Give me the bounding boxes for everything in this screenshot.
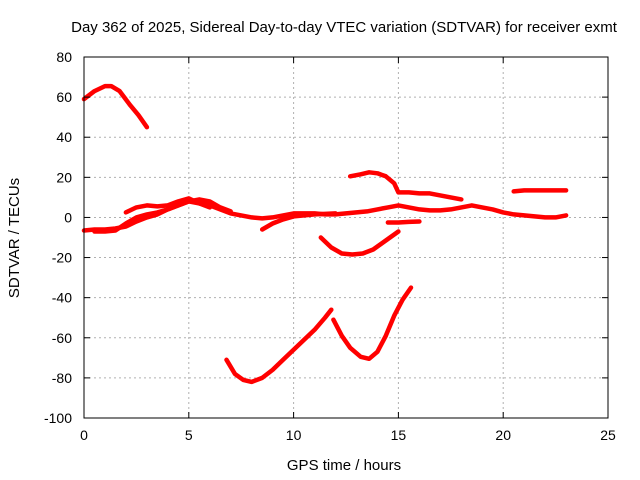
data-series <box>81 83 569 385</box>
x-tick-label: 25 <box>600 427 616 443</box>
y-tick-label: -100 <box>44 410 72 426</box>
series-arc-6 <box>347 170 464 202</box>
y-tick-label: 0 <box>64 209 72 225</box>
series-arc-9 <box>511 188 569 194</box>
y-tick-label: -40 <box>52 290 72 306</box>
y-tick-label: -20 <box>52 250 72 266</box>
series-arc-4 <box>123 196 213 215</box>
y-tick-label: 80 <box>56 49 72 65</box>
x-axis-label: GPS time / hours <box>287 457 401 474</box>
plot-frame <box>83 56 609 419</box>
series-arc-5 <box>259 211 338 232</box>
x-tick-label: 5 <box>185 427 193 443</box>
chart-title: Day 362 of 2025, Sidereal Day-to-day VTE… <box>71 19 618 36</box>
series-arc-1 <box>81 83 150 130</box>
y-tick-label: 20 <box>56 169 72 185</box>
series-arc-7 <box>318 229 401 257</box>
series-arc-8 <box>385 219 422 225</box>
x-tick-label: 20 <box>495 427 511 443</box>
grid-lines <box>84 57 608 418</box>
y-axis-label: SDTVAR / TECUs <box>6 178 23 298</box>
series-arc-3 <box>92 197 233 234</box>
series-arc-10 <box>224 307 334 385</box>
y-tick-label: -60 <box>52 330 72 346</box>
axis-ticks: 0 5 10 15 20 25 -100 -80 -60 -40 -20 0 20 40 60 80 <box>44 49 616 443</box>
y-tick-label: -80 <box>52 370 72 386</box>
x-tick-label: 10 <box>286 427 302 443</box>
y-tick-label: 40 <box>56 129 72 145</box>
series-arc-11 <box>331 285 414 362</box>
x-tick-label: 15 <box>391 427 407 443</box>
x-tick-label: 0 <box>80 427 88 443</box>
y-tick-label: 60 <box>56 89 72 105</box>
